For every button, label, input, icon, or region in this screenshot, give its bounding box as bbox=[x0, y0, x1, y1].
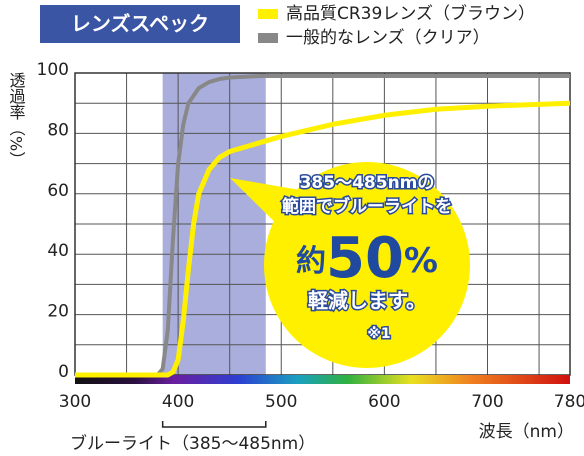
plot bbox=[75, 74, 571, 378]
callout-emphasis-part: % bbox=[404, 241, 438, 281]
legend-swatch bbox=[258, 33, 278, 43]
y-axis-label: 透過率（%） bbox=[7, 72, 26, 167]
y-tick-label: 20 bbox=[47, 302, 69, 322]
x-tick-label: 700 bbox=[471, 392, 503, 412]
series-line bbox=[75, 100, 571, 378]
badge: レンズスペック bbox=[71, 12, 209, 36]
x-tick-label: 300 bbox=[59, 392, 91, 412]
y-tick-label: 0 bbox=[58, 362, 69, 382]
spectrum-bar bbox=[75, 375, 570, 384]
band-bracket bbox=[161, 421, 267, 428]
y-tick-label: 60 bbox=[47, 181, 69, 201]
callout-emphasis-part: 50 bbox=[326, 226, 404, 291]
legend-label: 高品質CR39レンズ（ブラウン） bbox=[286, 3, 535, 24]
callout-emphasis-part: 約 bbox=[296, 244, 326, 279]
legend-label: 一般的なレンズ（クリア） bbox=[286, 28, 490, 48]
callout-emphasis: 約50% bbox=[296, 226, 438, 291]
y-tick-label: 40 bbox=[47, 241, 69, 261]
callout bbox=[264, 162, 470, 368]
callout-text: 範囲でブルーライトを bbox=[282, 196, 452, 217]
y-tick-label: 80 bbox=[47, 120, 69, 140]
band-label: ブルーライト（385～485nm） bbox=[70, 433, 315, 454]
callout-text: 385～485nmの bbox=[300, 173, 435, 193]
x-tick-label: 780 bbox=[554, 392, 584, 412]
x-tick-label: 500 bbox=[265, 392, 297, 412]
callout-note: ※1 bbox=[367, 326, 390, 342]
series-line bbox=[75, 74, 570, 377]
callout-text: 軽減します。 bbox=[308, 289, 426, 313]
legend-swatch bbox=[258, 9, 278, 19]
x-tick-label: 600 bbox=[368, 392, 400, 412]
badge-bg bbox=[40, 5, 240, 43]
x-tick-label: 400 bbox=[162, 392, 194, 412]
x-axis-label: 波長（nm） bbox=[479, 422, 574, 442]
y-tick-label: 100 bbox=[37, 60, 69, 80]
